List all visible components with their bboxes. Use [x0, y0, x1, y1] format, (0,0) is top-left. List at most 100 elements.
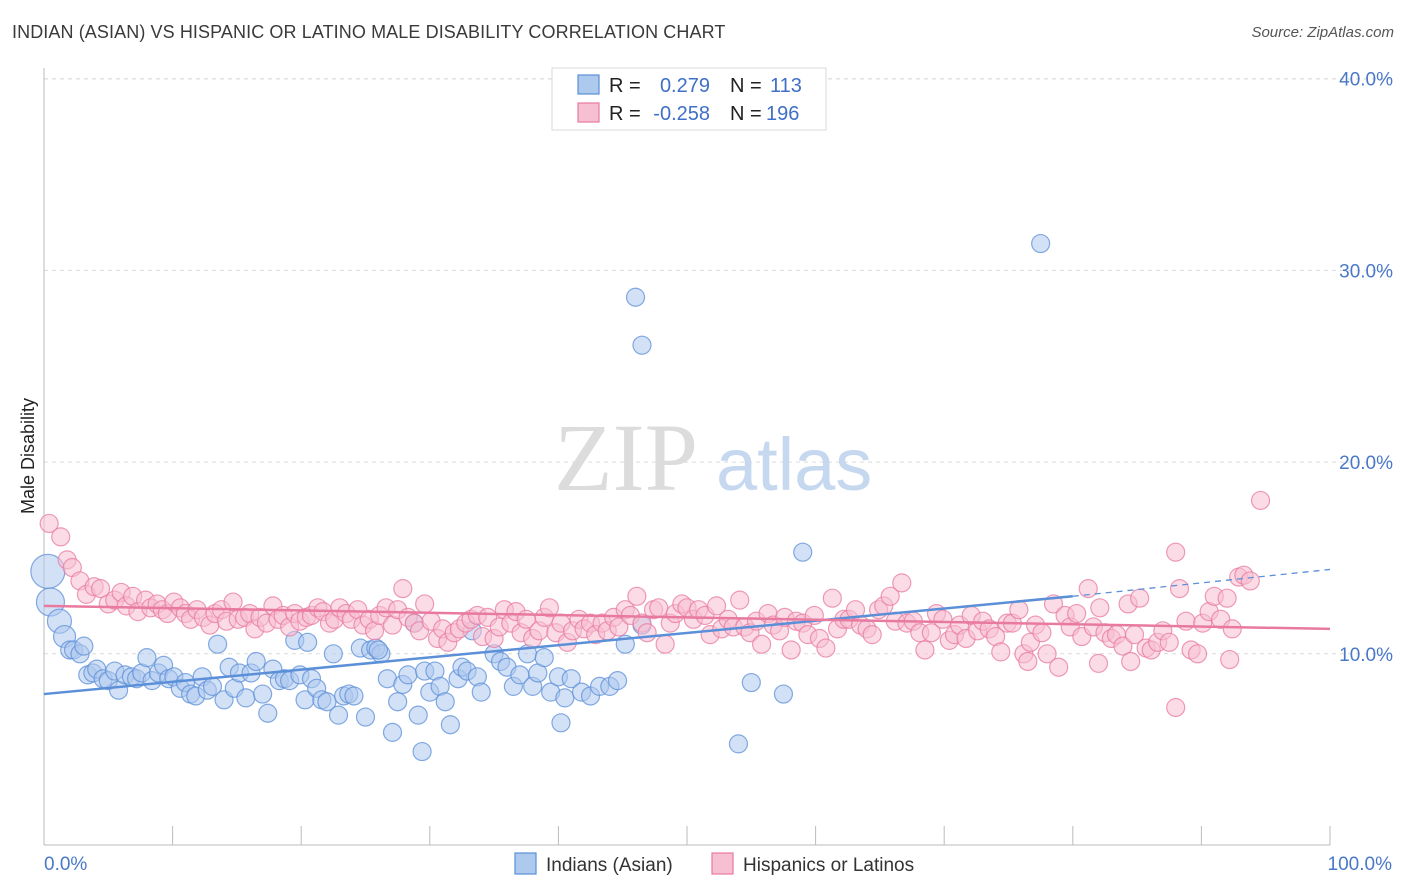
data-point — [471, 682, 491, 702]
data-point — [1166, 542, 1186, 562]
data-point — [1049, 657, 1069, 677]
data-point — [649, 598, 669, 618]
data-point — [1220, 649, 1240, 670]
legend-swatch-indians — [514, 852, 537, 875]
data-point — [398, 665, 418, 685]
data-point — [246, 651, 266, 672]
data-point — [1222, 619, 1242, 639]
x-tick-label: 0.0% — [44, 854, 87, 875]
data-point — [892, 573, 912, 593]
data-point — [816, 638, 836, 658]
stats-n-label: N = — [730, 103, 762, 125]
stats-swatch-hispanics — [577, 102, 600, 123]
source-credit: Source: ZipAtlas.com — [1251, 24, 1394, 41]
stats-r-value: 0.279 — [660, 75, 710, 97]
x-tick-label: 100.0% — [1328, 854, 1393, 875]
data-point — [1187, 644, 1208, 664]
data-point — [344, 686, 364, 706]
data-point — [921, 623, 941, 643]
data-point — [781, 640, 801, 660]
data-point — [534, 648, 554, 668]
data-point — [655, 634, 675, 654]
legend-label-hispanics: Hispanics or Latinos — [743, 855, 914, 876]
watermark: ZIP atlas — [554, 404, 872, 511]
y-tick-label: 40.0% — [1339, 70, 1393, 91]
data-point — [609, 617, 629, 637]
watermark-zip: ZIP — [554, 404, 698, 511]
stats-swatch-indians — [577, 74, 600, 95]
data-point — [90, 579, 111, 599]
data-point — [408, 705, 428, 725]
data-point — [1031, 233, 1051, 254]
data-point — [39, 513, 59, 534]
data-point — [555, 688, 575, 708]
data-point — [355, 707, 376, 727]
data-point — [393, 579, 413, 599]
data-point — [561, 669, 581, 689]
data-point — [625, 287, 646, 307]
data-point — [440, 715, 460, 735]
data-point — [298, 632, 318, 652]
data-point — [1090, 598, 1110, 618]
data-point — [1169, 579, 1190, 599]
data-point — [258, 703, 278, 723]
data-point — [208, 634, 228, 654]
series-hispanics-points — [39, 490, 1271, 718]
stats-n-label: N = — [730, 75, 762, 97]
data-point — [388, 692, 408, 712]
data-point — [880, 586, 900, 606]
data-point — [741, 672, 761, 693]
data-point — [435, 692, 455, 712]
stats-r-label: R = — [609, 75, 641, 97]
series-indians-points — [30, 233, 1051, 762]
data-point — [1067, 603, 1087, 624]
chart-title: INDIAN (ASIAN) VS HISPANIC OR LATINO MAL… — [12, 22, 726, 42]
y-tick-label: 20.0% — [1339, 453, 1393, 474]
data-point — [793, 542, 813, 562]
data-point — [1037, 644, 1057, 664]
stats-n-value: 113 — [770, 75, 802, 97]
legend-swatch-hispanics — [711, 852, 734, 875]
stats-n-value: 196 — [766, 103, 799, 125]
data-point — [551, 713, 571, 733]
data-point — [862, 625, 882, 645]
data-point — [253, 684, 273, 704]
data-point — [415, 594, 435, 614]
data-point — [1032, 623, 1052, 643]
data-point — [382, 722, 403, 742]
data-point — [915, 640, 935, 660]
data-point — [822, 588, 842, 608]
trend-line — [43, 595, 1073, 696]
trend-lines — [43, 568, 1331, 696]
stats-r-value: -0.258 — [653, 103, 710, 125]
watermark-atlas: atlas — [716, 423, 872, 506]
data-point — [637, 623, 657, 643]
stats-r-label: R = — [609, 103, 641, 125]
y-axis-label: Male Disability — [18, 398, 38, 514]
data-point — [1009, 600, 1029, 620]
data-point — [632, 335, 652, 355]
y-tick-label: 10.0% — [1339, 645, 1393, 666]
stats-box: R = 0.279 N = 113 R = -0.258 N = 196 — [551, 67, 827, 131]
data-point — [223, 592, 243, 612]
data-point — [1078, 579, 1098, 599]
data-point — [1121, 651, 1141, 672]
data-point — [236, 688, 256, 708]
legend-label-indians: Indians (Asian) — [546, 855, 673, 876]
data-point — [773, 684, 794, 704]
legend: Indians (Asian) Hispanics or Latinos — [514, 852, 914, 876]
data-point — [1018, 651, 1038, 672]
data-point — [137, 648, 157, 668]
data-point — [1159, 632, 1179, 652]
data-point — [991, 642, 1011, 662]
data-point — [317, 692, 337, 712]
axes — [43, 68, 1331, 846]
trend-line-extension — [1072, 568, 1331, 597]
data-point — [1166, 697, 1186, 718]
data-point — [728, 734, 749, 754]
data-point — [933, 609, 953, 629]
data-point — [412, 741, 432, 762]
data-point — [607, 671, 628, 691]
data-point — [368, 640, 388, 660]
